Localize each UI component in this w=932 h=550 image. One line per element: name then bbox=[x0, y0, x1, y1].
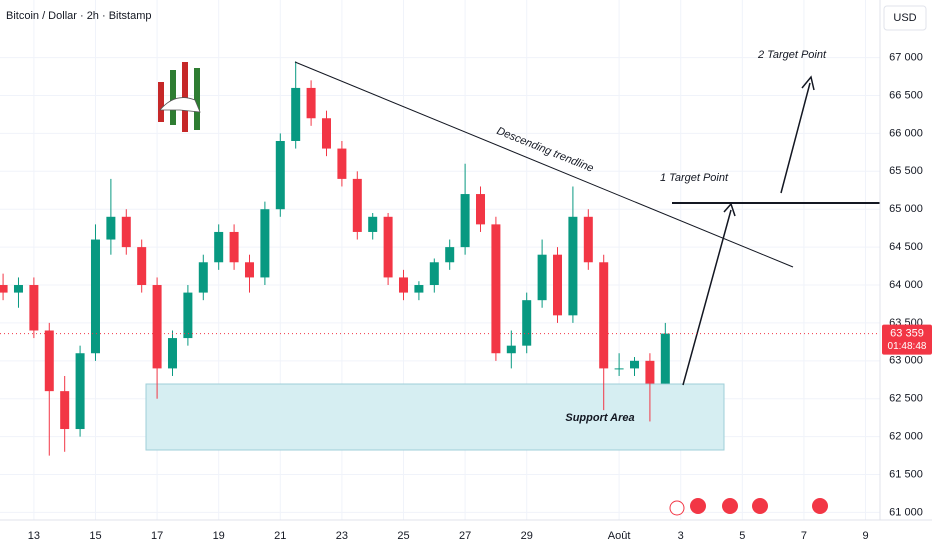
countdown: 01:48:48 bbox=[888, 341, 927, 352]
y-tick-label: 61 500 bbox=[889, 468, 923, 480]
candle-body bbox=[229, 231, 239, 263]
target1-label: 1 Target Point bbox=[660, 172, 729, 184]
candle-body bbox=[214, 231, 224, 263]
candle-body bbox=[368, 216, 378, 232]
last-price-label: 63 359 bbox=[890, 328, 924, 340]
candle-body bbox=[429, 262, 439, 286]
arrows bbox=[682, 75, 815, 386]
event-icons bbox=[669, 498, 828, 516]
x-tick-label: 9 bbox=[862, 530, 868, 542]
candle-body bbox=[106, 216, 116, 240]
candle-body bbox=[583, 216, 593, 263]
candles bbox=[0, 61, 670, 456]
candle-body bbox=[275, 140, 285, 210]
currency: USD bbox=[893, 12, 916, 24]
arrow-1 bbox=[682, 202, 736, 386]
trendline bbox=[294, 61, 794, 268]
candle-body bbox=[0, 285, 8, 293]
arrow-2 bbox=[780, 75, 815, 194]
candle-body bbox=[337, 148, 347, 179]
candle-body bbox=[630, 360, 640, 369]
y-tick-label: 65 000 bbox=[889, 203, 923, 215]
y-tick-label: 62 500 bbox=[889, 393, 923, 405]
y-tick-label: 62 000 bbox=[889, 431, 923, 443]
x-tick-label: 17 bbox=[151, 530, 163, 542]
candle-body bbox=[445, 247, 455, 263]
candle-body bbox=[537, 254, 547, 301]
x-tick-label: 21 bbox=[274, 530, 286, 542]
y-tick-label: 64 500 bbox=[889, 241, 923, 253]
x-tick-label: 29 bbox=[521, 530, 533, 542]
y-tick-label: 64 000 bbox=[889, 279, 923, 291]
x-tick-label: Août bbox=[608, 530, 631, 542]
y-tick-label: 61 000 bbox=[889, 506, 923, 518]
candle-body bbox=[29, 285, 39, 331]
trendline-label: Descending trendline bbox=[495, 125, 595, 175]
candle-body bbox=[553, 254, 563, 316]
candle-body bbox=[75, 353, 85, 430]
candle-body bbox=[414, 285, 424, 293]
candle-body bbox=[614, 368, 624, 370]
y-tick-label: 67 000 bbox=[889, 52, 923, 64]
candle-body bbox=[352, 178, 362, 232]
candle-body bbox=[460, 194, 470, 248]
candle-body bbox=[291, 87, 301, 141]
y-tick-label: 65 500 bbox=[889, 165, 923, 177]
y-tick-label: 63 000 bbox=[889, 355, 923, 367]
x-tick-label: 15 bbox=[89, 530, 101, 542]
x-tick-label: 7 bbox=[801, 530, 807, 542]
candle-body bbox=[383, 216, 393, 278]
candle-body bbox=[599, 262, 609, 369]
candle-body bbox=[260, 209, 270, 278]
candle-body bbox=[244, 262, 254, 278]
logo bbox=[158, 62, 201, 132]
candle-body bbox=[167, 338, 177, 369]
candle-body bbox=[399, 277, 409, 293]
target2-label: 2 Target Point bbox=[757, 49, 827, 61]
candle-body bbox=[121, 216, 131, 248]
x-tick-label: 19 bbox=[213, 530, 225, 542]
x-tick-label: 27 bbox=[459, 530, 471, 542]
candle-body bbox=[491, 224, 501, 354]
chart-title: Bitcoin / Dollar · 2h · Bitstamp bbox=[6, 10, 152, 22]
x-tick-label: 5 bbox=[739, 530, 745, 542]
candle-body bbox=[44, 330, 54, 392]
candle-body bbox=[660, 333, 670, 384]
candle-body bbox=[476, 194, 486, 225]
support-area bbox=[145, 383, 725, 451]
candle-body bbox=[13, 285, 23, 293]
candle-body bbox=[198, 262, 208, 293]
candle-body bbox=[183, 292, 193, 339]
candle-body bbox=[522, 300, 532, 346]
x-tick-label: 25 bbox=[397, 530, 409, 542]
support-label: Support Area bbox=[565, 412, 634, 424]
x-tick-label: 23 bbox=[336, 530, 348, 542]
candle-body bbox=[568, 216, 578, 316]
candle-body bbox=[152, 285, 162, 369]
y-tick-label: 66 000 bbox=[889, 127, 923, 139]
last-price-box bbox=[882, 324, 932, 355]
currency-box[interactable] bbox=[883, 5, 927, 31]
x-tick-label: 13 bbox=[28, 530, 40, 542]
y-tick-label: 66 500 bbox=[889, 89, 923, 101]
candle-body bbox=[506, 345, 516, 354]
candle-body bbox=[90, 239, 100, 354]
candle-body bbox=[137, 247, 147, 286]
candle-body bbox=[321, 118, 331, 149]
candle-body bbox=[60, 391, 70, 430]
candle-body bbox=[645, 360, 655, 384]
candle-body bbox=[306, 87, 316, 119]
x-tick-label: 3 bbox=[678, 530, 684, 542]
